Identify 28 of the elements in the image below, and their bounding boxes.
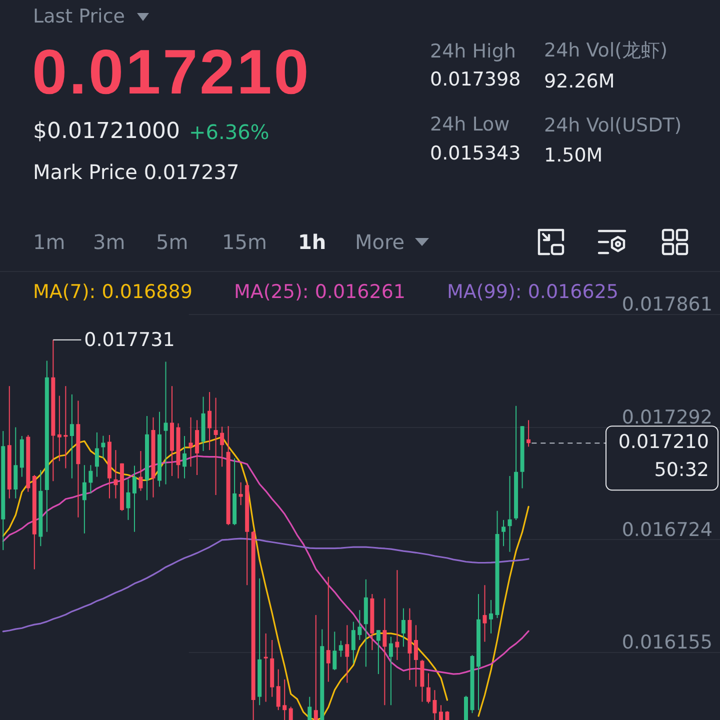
text: MA(99): 0.016625 [447,280,618,303]
text: 15m [222,230,267,254]
text: More [355,230,405,254]
text: Mark Price 0.017237 [33,160,240,184]
text: Last Price [33,6,125,28]
text: 0.015343 [430,142,521,164]
text: 3m [93,230,126,254]
ref-line-label: 0.017210 50:32 [618,431,709,482]
text: 0.017398 [430,68,521,90]
text: 5m [156,230,188,254]
y-tick-label: 0.016155 [622,632,712,654]
text: 92.26M [544,70,615,92]
text: 1h [298,230,326,254]
y-tick-label: 0.017861 [622,294,712,316]
annotation: 0.017731 [84,328,175,351]
y-tick-label: 0.016724 [622,518,712,541]
text: $0.01721000 [33,119,180,144]
text: MA(7): 0.016889 [33,280,192,303]
text: 24h Low [430,114,510,136]
text: +6.36% [189,120,270,144]
text: 24h High [430,40,516,62]
text: 1.50M [544,144,603,166]
text: 0.017210 [32,38,311,108]
y-tick-label: 0.017292 [622,406,712,428]
text: 24h Vol(USDT) [544,114,682,136]
text: 1m [33,230,66,254]
text: MA(25): 0.016261 [234,280,406,303]
text: 24h Vol(龙虾) [544,40,668,62]
